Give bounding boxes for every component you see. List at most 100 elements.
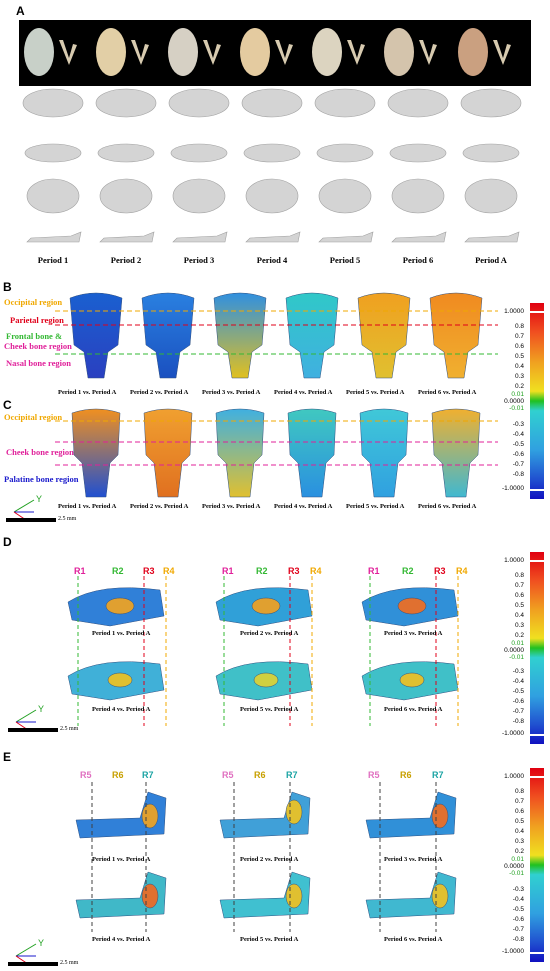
tick-label: 0.01 bbox=[511, 640, 524, 647]
dorsal-heatmap-skulls bbox=[69, 292, 483, 379]
cheek-bone-region-label: Cheek bone region bbox=[4, 341, 72, 351]
parietal-region-label: Parietal region bbox=[10, 315, 64, 325]
tick-label: -0.7 bbox=[512, 461, 524, 468]
r6-label: R6 bbox=[112, 770, 124, 780]
colorbar-ticks-e: 1.0000 0.8 0.7 0.6 0.5 0.4 0.3 0.2 0.01 … bbox=[490, 768, 524, 962]
tick-label: 1.0000 bbox=[504, 308, 524, 315]
tick-label: 0.0000 bbox=[504, 863, 524, 870]
tick-label: -0.4 bbox=[512, 896, 524, 903]
tick-label: 0.4 bbox=[514, 612, 524, 619]
r2-label: R2 bbox=[112, 566, 124, 576]
tick-label: -0.6 bbox=[512, 916, 524, 923]
tick-label: -1.0000 bbox=[501, 730, 524, 737]
scale-bar-label: 2.5 mm bbox=[58, 516, 77, 522]
tick-label: 1.0000 bbox=[504, 557, 524, 564]
comparison-label: Period 2 vs. Period A bbox=[130, 503, 189, 510]
axis-y-label: Y bbox=[38, 704, 44, 714]
tick-label: 0.5 bbox=[514, 353, 524, 360]
r5-label: R5 bbox=[80, 770, 92, 780]
tick-label: -0.5 bbox=[512, 906, 524, 913]
region-guide-lines-b bbox=[55, 310, 498, 355]
tick-label: 0.7 bbox=[514, 333, 524, 340]
comparison-label: Period 5 vs. Period A bbox=[346, 389, 405, 396]
tick-label: -0.3 bbox=[512, 668, 524, 675]
period-label: Period 6 bbox=[402, 255, 434, 265]
tick-label: 0.2 bbox=[514, 848, 524, 855]
colorbar-ticks-bc: 1.0000 0.8 0.7 0.6 0.5 0.4 0.3 0.2 0.01 … bbox=[490, 303, 524, 499]
axis-gizmo-icon: Y bbox=[8, 704, 58, 732]
comparison-label: Period 6 vs. Period A bbox=[418, 389, 477, 396]
ventral-heatmap-skulls bbox=[71, 408, 481, 498]
comparison-label: Period 2 vs. Period A bbox=[130, 389, 189, 396]
tick-label: -0.01 bbox=[509, 870, 524, 877]
tick-label: -0.01 bbox=[509, 654, 524, 661]
comparison-label: Period 1 vs. Period A bbox=[58, 389, 117, 396]
comparison-label: Period 6 vs. Period A bbox=[418, 503, 477, 510]
mandible-heatmaps bbox=[75, 782, 457, 932]
comparison-label: Period 2 vs. Period A bbox=[240, 630, 299, 637]
tick-label: 0.6 bbox=[514, 592, 524, 599]
r1-label: R1 bbox=[74, 566, 86, 576]
tick-label: -0.01 bbox=[509, 405, 524, 412]
tick-label: 0.5 bbox=[514, 602, 524, 609]
r5-label: R5 bbox=[222, 770, 234, 780]
panel-letter-c: C bbox=[3, 398, 12, 412]
axis-gizmo-icon: Y bbox=[8, 938, 58, 966]
comparison-label: Period 4 vs. Period A bbox=[92, 706, 151, 713]
comparison-label: Period 3 vs. Period A bbox=[202, 389, 261, 396]
tick-label: 0.8 bbox=[514, 323, 524, 330]
nasal-bone-region-label: Nasal bone region bbox=[6, 358, 72, 368]
axis-y-label: Y bbox=[38, 938, 44, 948]
period-label: Period 3 bbox=[183, 255, 215, 265]
palatine-bone-region-label: Palatine bone region bbox=[4, 474, 79, 484]
r3-label: R3 bbox=[143, 566, 155, 576]
region-guide-lines-c bbox=[55, 420, 498, 466]
tick-label: 0.3 bbox=[514, 838, 524, 845]
occipital-region-label-c: Occipital region bbox=[4, 412, 63, 422]
r7-label: R7 bbox=[142, 770, 154, 780]
panel-letter-e: E bbox=[3, 750, 12, 764]
tick-label: 0.3 bbox=[514, 622, 524, 629]
comparison-label: Period 3 vs. Period A bbox=[384, 630, 443, 637]
comparison-label: Period 5 vs. Period A bbox=[346, 503, 405, 510]
period-label: Period 5 bbox=[329, 255, 361, 265]
tick-label: -0.4 bbox=[512, 431, 524, 438]
tick-label: 0.2 bbox=[514, 383, 524, 390]
tick-label: 0.7 bbox=[514, 582, 524, 589]
comparison-label: Period 1 vs. Period A bbox=[92, 630, 151, 637]
tick-label: -0.8 bbox=[512, 471, 524, 478]
tick-label: 0.3 bbox=[514, 373, 524, 380]
comparison-label: Period 1 vs. Period A bbox=[58, 503, 117, 510]
comparison-label: Period 5 vs. Period A bbox=[240, 936, 299, 943]
tick-label: -0.3 bbox=[512, 886, 524, 893]
r1-label: R1 bbox=[222, 566, 234, 576]
comparison-label: Period 4 vs. Period A bbox=[92, 936, 151, 943]
comparison-label: Period 3 vs. Period A bbox=[384, 856, 443, 863]
period-label: Period A bbox=[475, 255, 507, 265]
comparison-label: Period 6 vs. Period A bbox=[384, 936, 443, 943]
lateral-heatmap-skulls bbox=[67, 576, 459, 726]
tick-label: -0.3 bbox=[512, 421, 524, 428]
tick-label: -0.6 bbox=[512, 451, 524, 458]
frontal-bone-label: Frontal bone & bbox=[6, 331, 63, 341]
scale-bar-label: 2.5 mm bbox=[60, 726, 79, 732]
colorbar-bc bbox=[530, 303, 544, 499]
r6-label: R6 bbox=[400, 770, 412, 780]
tick-label: 0.01 bbox=[511, 856, 524, 863]
colorbar-e bbox=[530, 768, 544, 962]
r3-label: R3 bbox=[288, 566, 300, 576]
r5-label: R5 bbox=[368, 770, 380, 780]
tick-label: -1.0000 bbox=[501, 485, 524, 492]
tick-label: 0.8 bbox=[514, 572, 524, 579]
tick-label: 0.4 bbox=[514, 828, 524, 835]
r4-label: R4 bbox=[163, 566, 175, 576]
tick-label: 0.5 bbox=[514, 818, 524, 825]
skull-3d-views bbox=[22, 88, 522, 243]
tick-label: 0.6 bbox=[514, 343, 524, 350]
panel-letter-a: A bbox=[16, 4, 25, 18]
r2-label: R2 bbox=[256, 566, 268, 576]
skull-photos bbox=[24, 28, 511, 76]
r7-label: R7 bbox=[286, 770, 298, 780]
skull-photo-strip bbox=[19, 20, 531, 86]
tick-label: -0.7 bbox=[512, 926, 524, 933]
